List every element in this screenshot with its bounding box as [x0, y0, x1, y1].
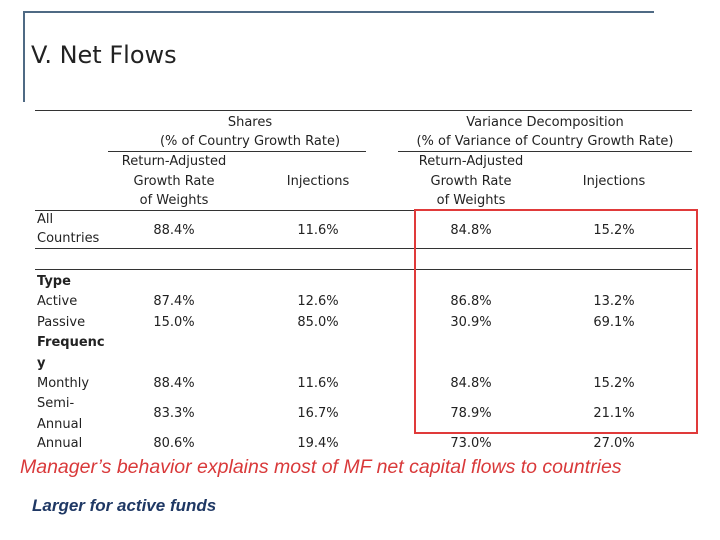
variance-group-rule [398, 151, 692, 152]
section-label-frequency: Frequenc y [37, 335, 105, 371]
caption: Manager’s behavior explains most of MF n… [20, 456, 622, 478]
row-label-all-countries: All Countries [37, 212, 100, 246]
row-label-active: Active [37, 294, 78, 309]
row-label-monthly: Monthly [37, 376, 90, 391]
shares-group-rule [108, 151, 366, 152]
row-label-annual: Annual [37, 436, 83, 451]
row-label-semi-annual: Semi- Annual [37, 396, 83, 432]
type-rule [35, 269, 692, 270]
col-header-rag-variance: Return-Adjusted Growth Rate of Weights [418, 154, 524, 208]
section-label-type: Type [37, 274, 71, 289]
slide-frame-left [23, 11, 25, 102]
col-header-injections-variance: Injections [582, 174, 646, 189]
slide-frame-top [24, 11, 654, 13]
col-header-rag-shares: Return-Adjusted Growth Rate of Weights [121, 154, 227, 208]
highlight-box [414, 209, 698, 434]
all-row-rule [35, 248, 692, 249]
group-shares-subtitle: (% of Country Growth Rate) [159, 134, 341, 149]
header-rule [35, 210, 692, 211]
table-top-rule [35, 110, 692, 111]
group-variance-subtitle: (% of Variance of Country Growth Rate) [416, 134, 674, 149]
group-shares-title: Shares [227, 115, 273, 130]
subnote: Larger for active funds [32, 496, 217, 515]
row-label-passive: Passive [37, 315, 86, 330]
col-header-injections-shares: Injections [286, 174, 350, 189]
group-variance-title: Variance Decomposition [466, 115, 624, 130]
slide-title: V. Net Flows [31, 41, 177, 69]
